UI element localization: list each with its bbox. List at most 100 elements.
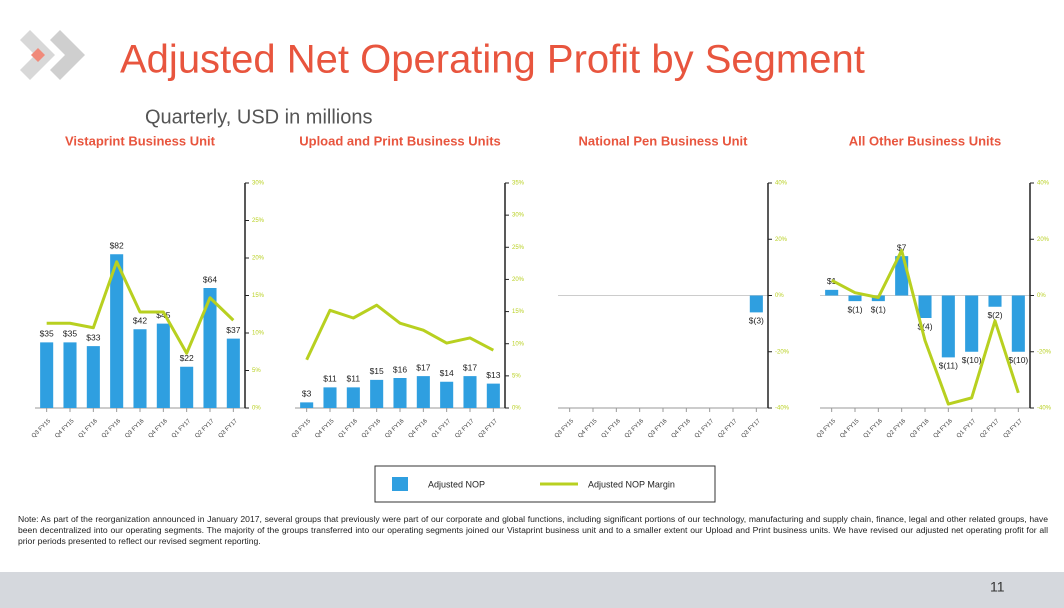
- y2-tick-label: 20%: [512, 277, 525, 283]
- data-label: $64: [203, 274, 217, 284]
- y2-tick-label: 0%: [512, 406, 521, 412]
- bar: [300, 402, 314, 408]
- bar: [988, 295, 1002, 307]
- x-tick-label: Q4 FY16: [408, 418, 430, 440]
- y2-tick-label: 25%: [512, 245, 525, 251]
- y2-tick-label: 30%: [512, 213, 525, 219]
- data-label: $16: [393, 364, 407, 374]
- x-tick-label: Q3 FY15: [816, 418, 838, 440]
- y2-tick-label: -20%: [775, 349, 790, 355]
- bar: [965, 295, 979, 352]
- data-label: $42: [133, 316, 147, 326]
- data-label: $11: [347, 374, 361, 384]
- bar: [180, 366, 194, 408]
- x-tick-label: Q2 FY16: [361, 418, 383, 440]
- data-label: $(11): [939, 361, 958, 371]
- x-tick-label: Q3 FY16: [909, 418, 931, 440]
- x-tick-label: Q1 FY17: [956, 418, 978, 440]
- x-tick-label: Q1 FY16: [601, 418, 623, 440]
- page-number: 11: [990, 579, 1005, 595]
- x-tick-label: Q3 FY15: [31, 418, 53, 440]
- data-label: $(2): [987, 310, 1002, 320]
- bar: [416, 376, 430, 408]
- data-label: $15: [370, 366, 384, 376]
- x-tick-label: Q2 FY16: [101, 418, 123, 440]
- data-label: $13: [486, 370, 500, 380]
- y2-tick-label: 40%: [775, 181, 788, 187]
- bar: [133, 329, 147, 408]
- bar: [1011, 295, 1025, 352]
- legend-label: Adjusted NOP Margin: [588, 479, 675, 489]
- bar: [110, 254, 124, 408]
- logo: [31, 48, 45, 62]
- bar: [346, 387, 360, 408]
- y2-tick-label: 10%: [252, 331, 265, 337]
- y2-tick-label: 15%: [252, 293, 265, 299]
- bar: [40, 342, 54, 408]
- x-tick-label: Q3 FY16: [647, 418, 669, 440]
- y2-tick-label: -40%: [775, 406, 790, 412]
- bar: [226, 338, 240, 408]
- margin-line: [305, 303, 495, 361]
- y2-tick-label: -40%: [1037, 406, 1052, 412]
- data-label: $82: [110, 241, 124, 251]
- data-label: $7: [897, 242, 907, 252]
- data-label: $(3): [749, 316, 764, 326]
- x-tick-label: Q3 FY15: [554, 418, 576, 440]
- data-label: $37: [226, 325, 240, 335]
- y2-tick-label: 35%: [512, 181, 525, 187]
- y2-tick-label: 5%: [252, 368, 261, 374]
- bar: [440, 381, 454, 408]
- x-tick-label: Q1 FY17: [694, 418, 716, 440]
- x-tick-label: Q3 FY17: [741, 418, 763, 440]
- x-tick-label: Q3 FY17: [218, 418, 240, 440]
- chart-title: Upload and Print Business Units: [299, 133, 501, 148]
- note: Note: As part of the reorganization anno…: [18, 514, 1048, 546]
- x-tick-label: Q2 FY17: [979, 418, 1001, 440]
- logo: [50, 30, 85, 80]
- x-tick-label: Q1 FY16: [338, 418, 360, 440]
- bar: [848, 295, 862, 302]
- x-tick-label: Q4 FY15: [577, 418, 599, 440]
- y2-tick-label: 20%: [252, 256, 265, 262]
- bar: [86, 346, 100, 408]
- y2-tick-label: 0%: [775, 293, 784, 299]
- y2-tick-label: 5%: [512, 373, 521, 379]
- data-label: $11: [323, 374, 337, 384]
- y2-tick-label: 30%: [252, 181, 265, 187]
- data-label: $(4): [917, 321, 932, 331]
- y2-tick-label: -20%: [1037, 349, 1052, 355]
- x-tick-label: Q1 FY17: [171, 418, 193, 440]
- data-label: $(1): [871, 304, 886, 314]
- bar: [203, 288, 217, 408]
- bar: [749, 295, 763, 313]
- legend-label: Adjusted NOP: [428, 479, 485, 489]
- y2-tick-label: 20%: [1037, 237, 1050, 243]
- data-label: $(10): [962, 355, 982, 365]
- y2-tick-label: 20%: [775, 237, 788, 243]
- data-label: $3: [302, 389, 312, 399]
- y2-tick-label: 0%: [1037, 293, 1046, 299]
- margin-line: [46, 260, 235, 355]
- x-tick-label: Q3 FY15: [291, 418, 313, 440]
- x-tick-label: Q2 FY17: [717, 418, 739, 440]
- subtitle: Quarterly, USD in millions: [145, 106, 372, 128]
- slide-title: Adjusted Net Operating Profit by Segment: [120, 38, 865, 82]
- data-label: $33: [86, 332, 100, 342]
- footer-band: [0, 572, 1064, 608]
- y2-tick-label: 40%: [1037, 181, 1050, 187]
- data-label: $17: [416, 362, 430, 372]
- data-label: $22: [180, 353, 194, 363]
- x-tick-label: Q2 FY16: [886, 418, 908, 440]
- x-tick-label: Q4 FY16: [933, 418, 955, 440]
- x-tick-label: Q1 FY16: [78, 418, 100, 440]
- y2-tick-label: 0%: [252, 406, 261, 412]
- x-tick-label: Q2 FY17: [454, 418, 476, 440]
- bar: [393, 378, 407, 408]
- data-label: $(10): [1008, 355, 1028, 365]
- x-tick-label: Q1 FY16: [863, 418, 885, 440]
- x-tick-label: Q4 FY16: [148, 418, 170, 440]
